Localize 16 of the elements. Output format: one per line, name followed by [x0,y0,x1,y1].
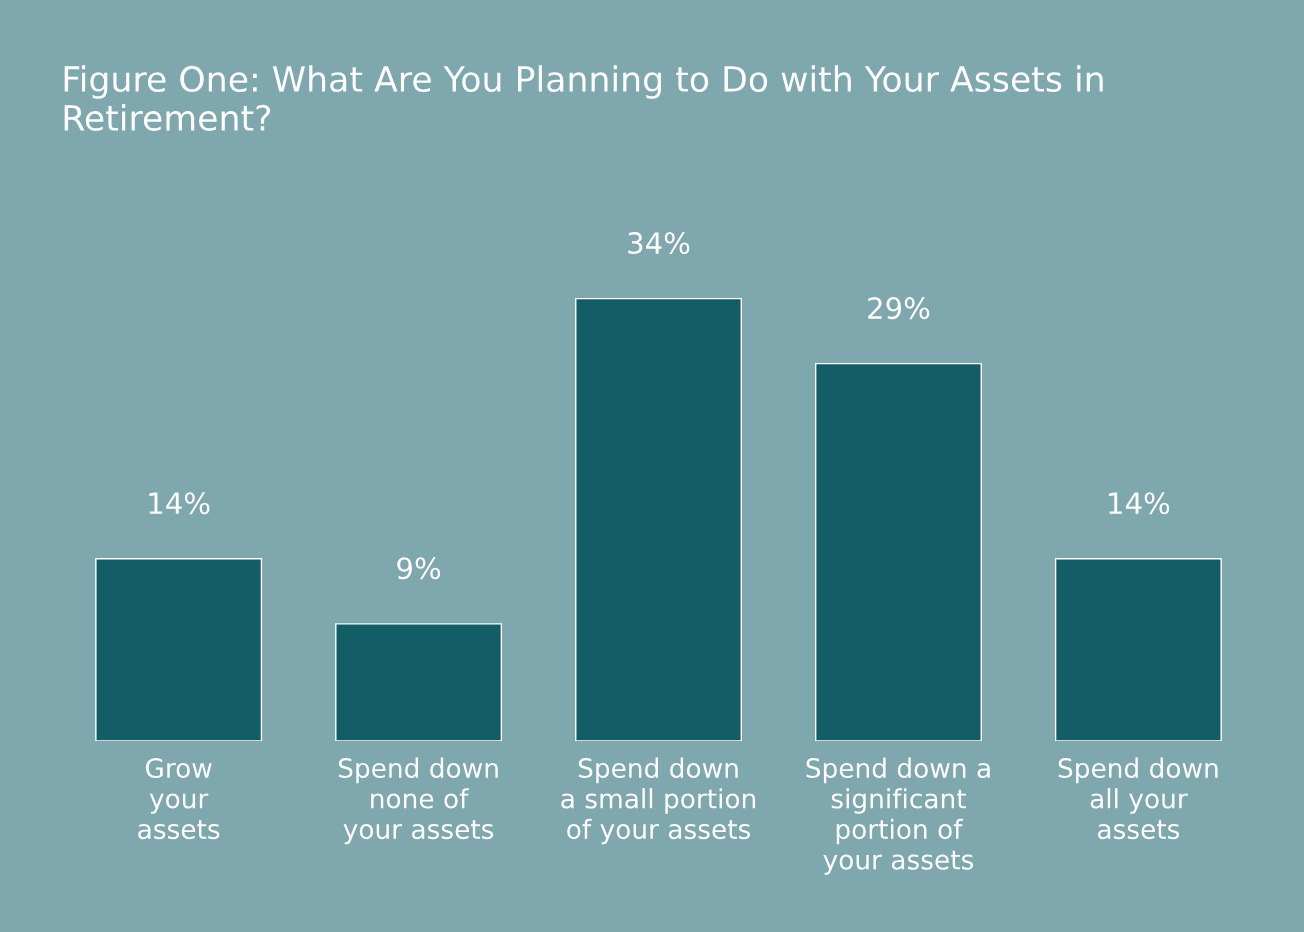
bar [335,623,503,741]
x-tick-label: Grow your assets [138,758,220,840]
data-label: 29% [868,297,930,320]
x-tick-label: Spend down none of your assets [338,757,498,845]
bar [575,297,742,741]
x-tick-label: Spend down a small portion of your assets [561,757,756,845]
data-label: 14% [1109,492,1170,515]
chart-title: Figure One: What Are You Planning to Do with Your Assets in Retirement? [64,65,1103,131]
bar [1054,558,1222,741]
x-tick-label: Spend down all your assets [1058,757,1218,840]
bar [95,558,263,741]
x-tick-label: Spend down a significant portion of your assets [806,757,990,875]
data-label: 14% [149,492,210,515]
data-label: 9% [397,557,441,580]
bar [814,362,982,741]
data-label: 34% [628,232,690,255]
